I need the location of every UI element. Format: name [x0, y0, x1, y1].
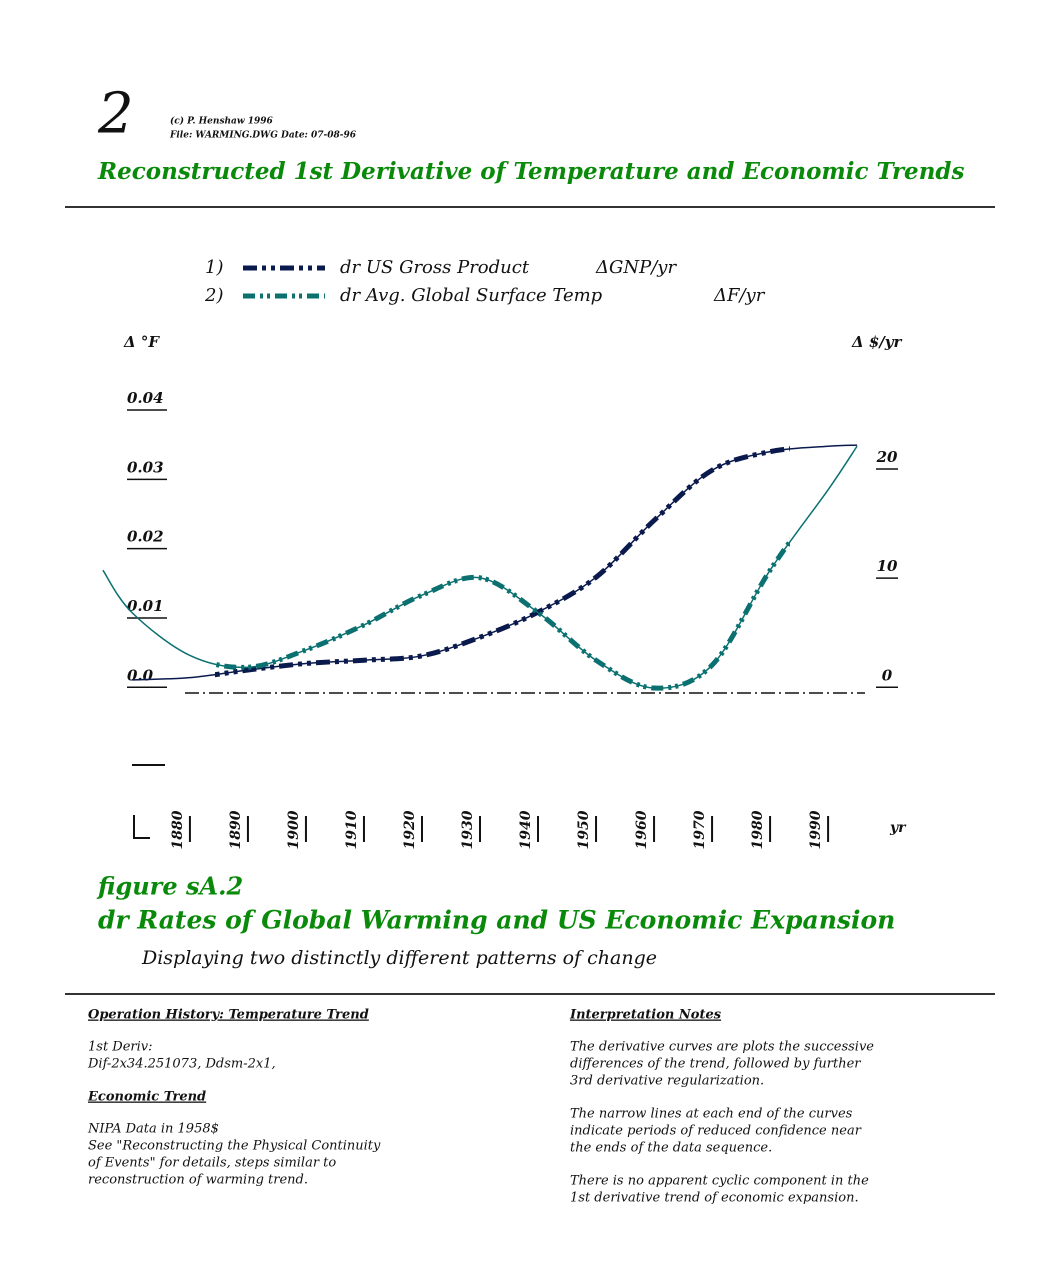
note-line: 1st derivative trend of economic expansi…	[570, 1191, 859, 1206]
y2-tick-label: 0	[882, 666, 893, 684]
y-tick-label: 0.0	[127, 666, 154, 684]
note-line: indicate periods of reduced confidence n…	[570, 1124, 862, 1139]
x-tick-label: 1900	[286, 810, 302, 849]
y-tick-label: 0.04	[127, 389, 164, 407]
x-tick-label: 1980	[750, 810, 766, 849]
figure-subtitle: Displaying two distinctly different patt…	[141, 947, 657, 969]
note-line: The narrow lines at each end of the curv…	[570, 1107, 853, 1122]
y-tick-label: 0.03	[127, 458, 164, 476]
series-line	[102, 445, 858, 689]
y-axis-label: Δ °F	[123, 333, 160, 351]
note-line: Dif-2x34.251073, Ddsm-2x1,	[87, 1057, 276, 1072]
legend-label: dr US Gross Product	[340, 257, 530, 278]
series-line-emphasis	[215, 537, 790, 691]
note-line: differences of the trend, followed by fu…	[570, 1057, 861, 1072]
series-line	[131, 444, 858, 681]
note-line: of Events" for details, steps similar to	[88, 1156, 336, 1171]
series-line-emphasis	[215, 446, 790, 678]
axis-corner	[133, 815, 150, 839]
note-line: The derivative curves are plots the succ…	[570, 1040, 874, 1055]
x-tick-label: 1920	[402, 810, 418, 849]
note-line: NIPA Data in 1958$	[87, 1122, 219, 1137]
y2-tick-label: 20	[876, 448, 898, 466]
y2-axis-label: Δ $/yr	[851, 333, 902, 351]
x-tick-label: 1950	[576, 810, 592, 849]
note-line: See "Reconstructing the Physical Continu…	[88, 1139, 381, 1154]
note-line: 1st Deriv:	[88, 1040, 153, 1055]
note-heading: Economic Trend	[87, 1090, 206, 1105]
note-line: the ends of the data sequence.	[570, 1141, 772, 1156]
file-info: File: WARMING.DWG Date: 07-08-96	[169, 131, 357, 141]
x-axis-label: yr	[889, 820, 907, 836]
legend-unit: ΔGNP/yr	[595, 257, 677, 278]
x-tick-label: 1940	[518, 810, 534, 849]
x-tick-label: 1990	[808, 810, 824, 849]
legend-label: dr Avg. Global Surface Temp	[340, 285, 603, 306]
x-tick-label: 1890	[228, 810, 244, 849]
note-heading: Interpretation Notes	[569, 1008, 722, 1023]
header-title: Reconstructed 1st Derivative of Temperat…	[97, 158, 964, 185]
note-line: 3rd derivative regularization.	[570, 1074, 764, 1089]
x-tick-label: 1960	[634, 810, 650, 849]
page-number: 2	[97, 82, 134, 147]
y-tick-label: 0.01	[127, 597, 164, 615]
x-tick-label: 1880	[170, 810, 186, 849]
legend-unit: ΔF/yr	[713, 285, 766, 306]
x-tick-label: 1910	[344, 810, 360, 849]
note-line: reconstruction of warming trend.	[88, 1173, 308, 1188]
y-tick-label: 0.02	[127, 528, 164, 546]
copyright: (c) P. Henshaw 1996	[170, 116, 274, 127]
note-heading: Operation History: Temperature Trend	[88, 1008, 369, 1023]
y2-tick-label: 10	[877, 557, 898, 575]
x-tick-label: 1930	[460, 810, 476, 849]
figure-title: dr Rates of Global Warming and US Econom…	[98, 906, 895, 935]
note-line: There is no apparent cyclic component in…	[570, 1174, 869, 1189]
figure-label: figure sA.2	[96, 872, 243, 901]
legend-number: 1)	[205, 257, 223, 278]
legend-number: 2)	[204, 285, 223, 306]
x-tick-label: 1970	[692, 810, 708, 849]
